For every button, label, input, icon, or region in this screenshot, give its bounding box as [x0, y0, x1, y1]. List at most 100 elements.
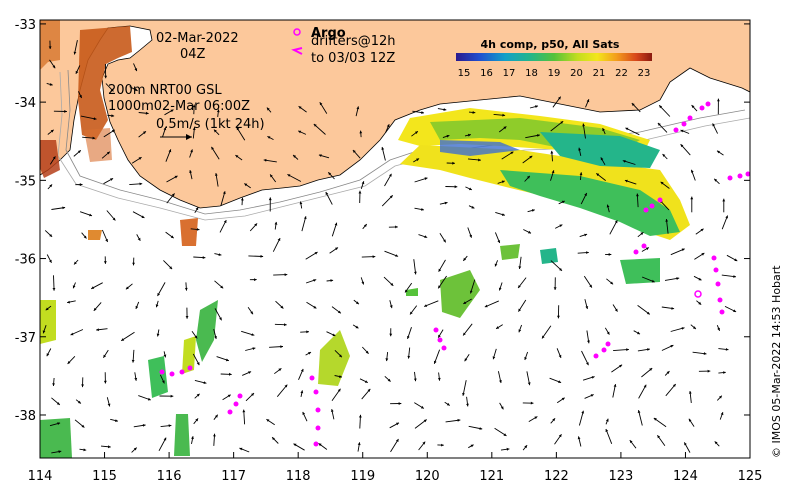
- current-vector-head: [302, 411, 306, 415]
- current-vector-head: [395, 225, 398, 229]
- current-vector-head: [681, 248, 685, 252]
- current-vector-head: [93, 307, 97, 311]
- lon-tick-label: 118: [286, 469, 311, 484]
- current-vector-head: [96, 328, 99, 332]
- current-vector-head: [222, 191, 226, 195]
- current-vector-head: [586, 251, 589, 254]
- current-vector-head: [105, 239, 108, 242]
- current-vector-head: [227, 394, 231, 398]
- current-vector-head: [637, 331, 640, 335]
- current-vector-head: [330, 279, 334, 282]
- colorbar-ticks: 15 16 17 18 19 20 21 22 23: [458, 68, 651, 79]
- current-vector-head: [691, 169, 694, 173]
- colorbar-tick-label: 19: [548, 68, 561, 79]
- current-vector-head: [215, 414, 218, 418]
- current-vector-head: [67, 300, 70, 304]
- copyright-label: © IMOS 05-Mar-2022 14:53 Hobart: [770, 265, 783, 458]
- lon-tick-label: 121: [479, 469, 504, 484]
- current-vector-head: [497, 240, 501, 243]
- current-vector-head: [479, 427, 483, 430]
- current-vector-head: [734, 258, 738, 261]
- lon-tick-label: 116: [157, 469, 182, 484]
- current-vector-head: [524, 445, 528, 449]
- current-vector-head: [561, 200, 565, 204]
- lat-tick-label: -36: [15, 253, 36, 268]
- current-vector-head: [414, 271, 417, 275]
- current-vector-head: [313, 279, 317, 282]
- current-vector-head: [103, 380, 107, 384]
- current-vector-head: [698, 277, 702, 281]
- current-vector-head: [407, 355, 411, 359]
- current-vector-head: [46, 353, 50, 357]
- colorbar-tick-label: 21: [593, 68, 606, 79]
- colorbar: [456, 53, 652, 61]
- current-vector-head: [134, 88, 138, 91]
- current-vector-head: [287, 174, 291, 177]
- current-vector-head: [111, 114, 115, 118]
- current-vector-head: [272, 437, 275, 441]
- current-vector-head: [410, 311, 413, 315]
- current-vector-head: [676, 277, 680, 280]
- current-vector-head: [649, 368, 653, 371]
- current-vector-head: [622, 160, 626, 163]
- colorbar-tick-label: 23: [638, 68, 651, 79]
- current-vector-head: [216, 109, 220, 113]
- lon-tick-label: 117: [221, 469, 246, 484]
- current-vector-head: [300, 390, 304, 394]
- current-vector-head: [196, 228, 200, 231]
- current-vector-head: [692, 326, 696, 329]
- current-vector-head: [284, 384, 288, 388]
- current-vector-head: [168, 149, 172, 153]
- lat-tick-label: -34: [15, 96, 36, 111]
- current-vector-head: [155, 304, 159, 308]
- current-vector-head: [581, 410, 585, 414]
- current-vector-head: [108, 445, 111, 449]
- current-vector-head: [506, 447, 510, 451]
- current-vector-head: [389, 333, 393, 337]
- current-vector-head: [260, 254, 264, 258]
- current-vector-head: [498, 287, 502, 291]
- current-vector-head: [339, 375, 342, 378]
- current-vector-head: [235, 155, 239, 158]
- current-vector-head: [684, 442, 687, 446]
- current-vector-head: [357, 442, 361, 446]
- current-vector-head: [553, 287, 557, 290]
- current-vector-head: [624, 179, 628, 183]
- current-vector-head: [707, 369, 711, 373]
- current-vector-head: [703, 352, 707, 355]
- current-vector-head: [389, 195, 393, 199]
- current-vector-head: [45, 307, 49, 311]
- current-vector-head: [168, 424, 172, 428]
- current-vector-head: [672, 384, 676, 387]
- current-vector-head: [64, 110, 67, 113]
- time-label: 04Z: [180, 47, 206, 62]
- current-vector-head: [298, 130, 302, 134]
- current-vector-head: [190, 149, 193, 153]
- current-vector-head: [390, 282, 394, 286]
- current-vector-head: [191, 436, 194, 440]
- current-vector: [605, 428, 613, 444]
- current-vector-head: [49, 234, 53, 237]
- current-vector-head: [469, 290, 473, 294]
- current-vector-head: [214, 336, 217, 339]
- current-vector-head: [602, 128, 605, 131]
- current-vector-head: [110, 88, 114, 92]
- current-vector-head: [421, 208, 424, 211]
- current-vector-head: [270, 174, 273, 178]
- current-vector-head: [52, 288, 56, 291]
- current-vector-head: [284, 323, 287, 327]
- current-vector-head: [596, 173, 600, 177]
- current-vector-head: [396, 422, 399, 426]
- current-vector-head: [518, 308, 521, 312]
- current-vector-head: [195, 207, 199, 211]
- current-vector-head: [590, 394, 594, 397]
- current-vector-head: [184, 287, 188, 291]
- current-vector-head: [254, 278, 257, 282]
- current-vector-head: [600, 157, 604, 161]
- current-vector-head: [537, 134, 540, 137]
- current-vector-head: [637, 410, 641, 413]
- argo-label: Argo: [311, 26, 346, 41]
- current-vector-head: [107, 403, 111, 407]
- current-vector-head: [499, 380, 502, 383]
- current-vector-head: [666, 371, 670, 374]
